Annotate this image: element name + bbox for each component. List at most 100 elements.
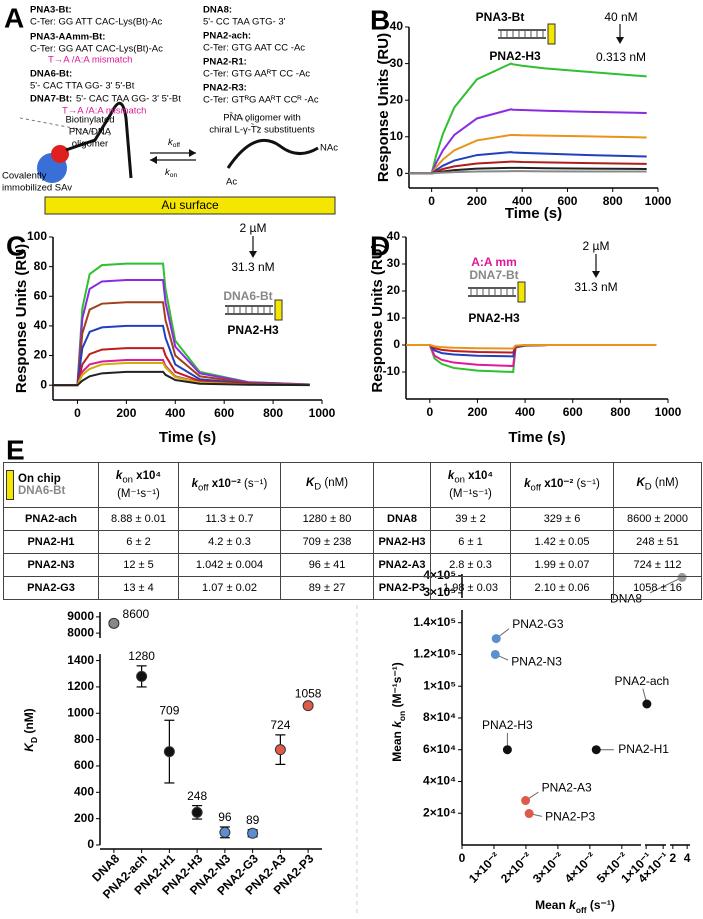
mismatch-note: T→A /A:A mismatch (48, 55, 132, 66)
table-cell: 1.07 ± 0.02 (178, 576, 281, 600)
point-label: PNA2-P3 (545, 810, 595, 824)
sav-label: Covalently (2, 171, 47, 182)
y-tick-label: 200 (74, 811, 94, 825)
y-tick-label: 4×10⁴ (423, 774, 456, 788)
y-axis-title: Response Units (RU) (369, 243, 386, 392)
annotation: 40 nM (604, 10, 637, 24)
x-tick-label: 2×10⁻² (498, 849, 534, 885)
y-tick-label: 1.2×10⁵ (413, 647, 456, 661)
x-tick-label: 1000 (655, 405, 682, 419)
x-axis-title: Time (s) (505, 205, 562, 222)
x-tick-label: 200 (116, 406, 136, 420)
table-cell: 4.2 ± 0.3 (178, 530, 281, 554)
sequence-name: PNA2-ach: (203, 31, 251, 42)
y-tick-label: 60 (34, 288, 48, 302)
x-tick-label: 600 (214, 406, 234, 420)
table-row: PNA2-G3 13 ± 4 1.07 ± 0.02 89 ± 27 PNA2-P3 1.… (3, 576, 702, 600)
sav-label: immobilized SAv (2, 183, 72, 194)
annotation: PNA2-H3 (227, 323, 279, 337)
table-cell: 2.10 ± 0.06 (510, 576, 614, 600)
value-label: 8600 (123, 607, 150, 621)
point (521, 796, 531, 806)
x-tick-label: 1000 (309, 406, 336, 420)
point (108, 617, 120, 629)
header-part: off (530, 482, 542, 494)
y-tick-label: 6×10⁴ (423, 742, 456, 756)
y-tick-label: 400 (74, 784, 94, 798)
pna-label: PNA oligomer with (223, 113, 301, 124)
chip-icon (6, 470, 14, 500)
x-tick-label: 600 (563, 405, 583, 419)
header-part: K (305, 477, 315, 490)
table-cell: 1280 ± 80 (280, 507, 374, 531)
table-cell: 6 ± 2 (98, 530, 179, 554)
point (642, 699, 652, 709)
sensorgram (409, 170, 647, 175)
x-axis-title: Time (s) (508, 429, 565, 446)
table-cell: 8600 ± 2000 (613, 507, 702, 531)
table-cell: 329 ± 6 (510, 507, 614, 531)
header-unit: (nM) (321, 477, 349, 490)
y-tick-label: 80 (34, 259, 48, 273)
table-cell: 39 ± 2 (430, 507, 511, 531)
sensorgram (409, 108, 647, 175)
y-axis-title-part: Mean (390, 728, 404, 762)
y-tick-label: 30 (390, 56, 404, 70)
value-label: 96 (218, 810, 232, 824)
x-tick-label: 4 (684, 851, 691, 865)
annotation: PNA2-H3 (468, 311, 520, 325)
point (502, 745, 512, 755)
sequence-name: PNA3-Bt: (30, 5, 72, 16)
header-cell: kon x10⁴ (M⁻¹s⁻¹) (98, 462, 179, 508)
x-tick-label: 800 (610, 405, 630, 419)
value-label: 709 (159, 703, 179, 717)
annotation: DNA7-Bt (469, 268, 518, 282)
header-unit: (s⁻¹) (240, 478, 268, 491)
x-tick-label: 0 (428, 194, 435, 208)
annotation: 0.313 nM (596, 50, 646, 64)
table-cell: 2.8 ± 0.3 (430, 553, 511, 577)
arrow-head (189, 149, 196, 157)
y-axis-title: Mean kon (M⁻¹s⁻¹) (390, 662, 407, 762)
header-cell: KD (nM) (613, 462, 702, 508)
x-tick-label: 400 (515, 405, 535, 419)
x-axis-title-part: off (576, 905, 587, 915)
header-cell: kon x10⁴ (M⁻¹s⁻¹) (430, 462, 511, 508)
sensorgram (406, 344, 657, 350)
table-cell: 11.3 ± 0.7 (178, 507, 281, 531)
sequence-name: PNA2-R3: (203, 83, 247, 94)
y-tick-label: 2×10⁴ (423, 805, 456, 819)
x-tick-label: 400 (512, 194, 532, 208)
header-unit: (nM) (651, 477, 679, 490)
table-cell: PNA2-H3 (373, 530, 431, 554)
point-label: PNA2-A3 (542, 781, 592, 795)
arrow-head (150, 156, 157, 164)
x-axis-title-part: (s⁻¹) (587, 898, 615, 912)
header-part: on (454, 474, 465, 486)
sequence: 5'- CAC TTA GG- 3' 5'-Bt (30, 81, 135, 92)
y-tick-label: 40 (390, 19, 404, 33)
x-tick-label: 600 (557, 194, 577, 208)
x-axis-title: Time (s) (159, 429, 216, 446)
y-tick-label: 0 (393, 337, 400, 351)
panel-label: D (370, 230, 390, 261)
y-axis-title-part: K (22, 742, 36, 752)
y-tick-label: 0 (396, 166, 403, 180)
table-cell: 1058 ± 16 (613, 576, 702, 600)
point (219, 826, 231, 838)
y-tick-label: 1×10⁵ (423, 678, 456, 692)
y-tick-label: 20 (34, 348, 48, 362)
sequence-name: PNA2-R1: (203, 57, 247, 68)
biotin-icon (51, 145, 69, 163)
header-cell: KD (nM) (280, 462, 374, 508)
koff-label: koff (168, 137, 180, 150)
y-tick-label: 20 (387, 283, 401, 297)
sensorgram (53, 370, 310, 387)
point (490, 649, 500, 659)
x-tick-label: 3×10⁻² (530, 849, 566, 885)
header-part: x10⁻² (541, 478, 574, 491)
y-tick-label: 600 (74, 758, 94, 772)
on-chip: On chip (18, 473, 61, 485)
oligo-label: oligomer (72, 139, 108, 150)
